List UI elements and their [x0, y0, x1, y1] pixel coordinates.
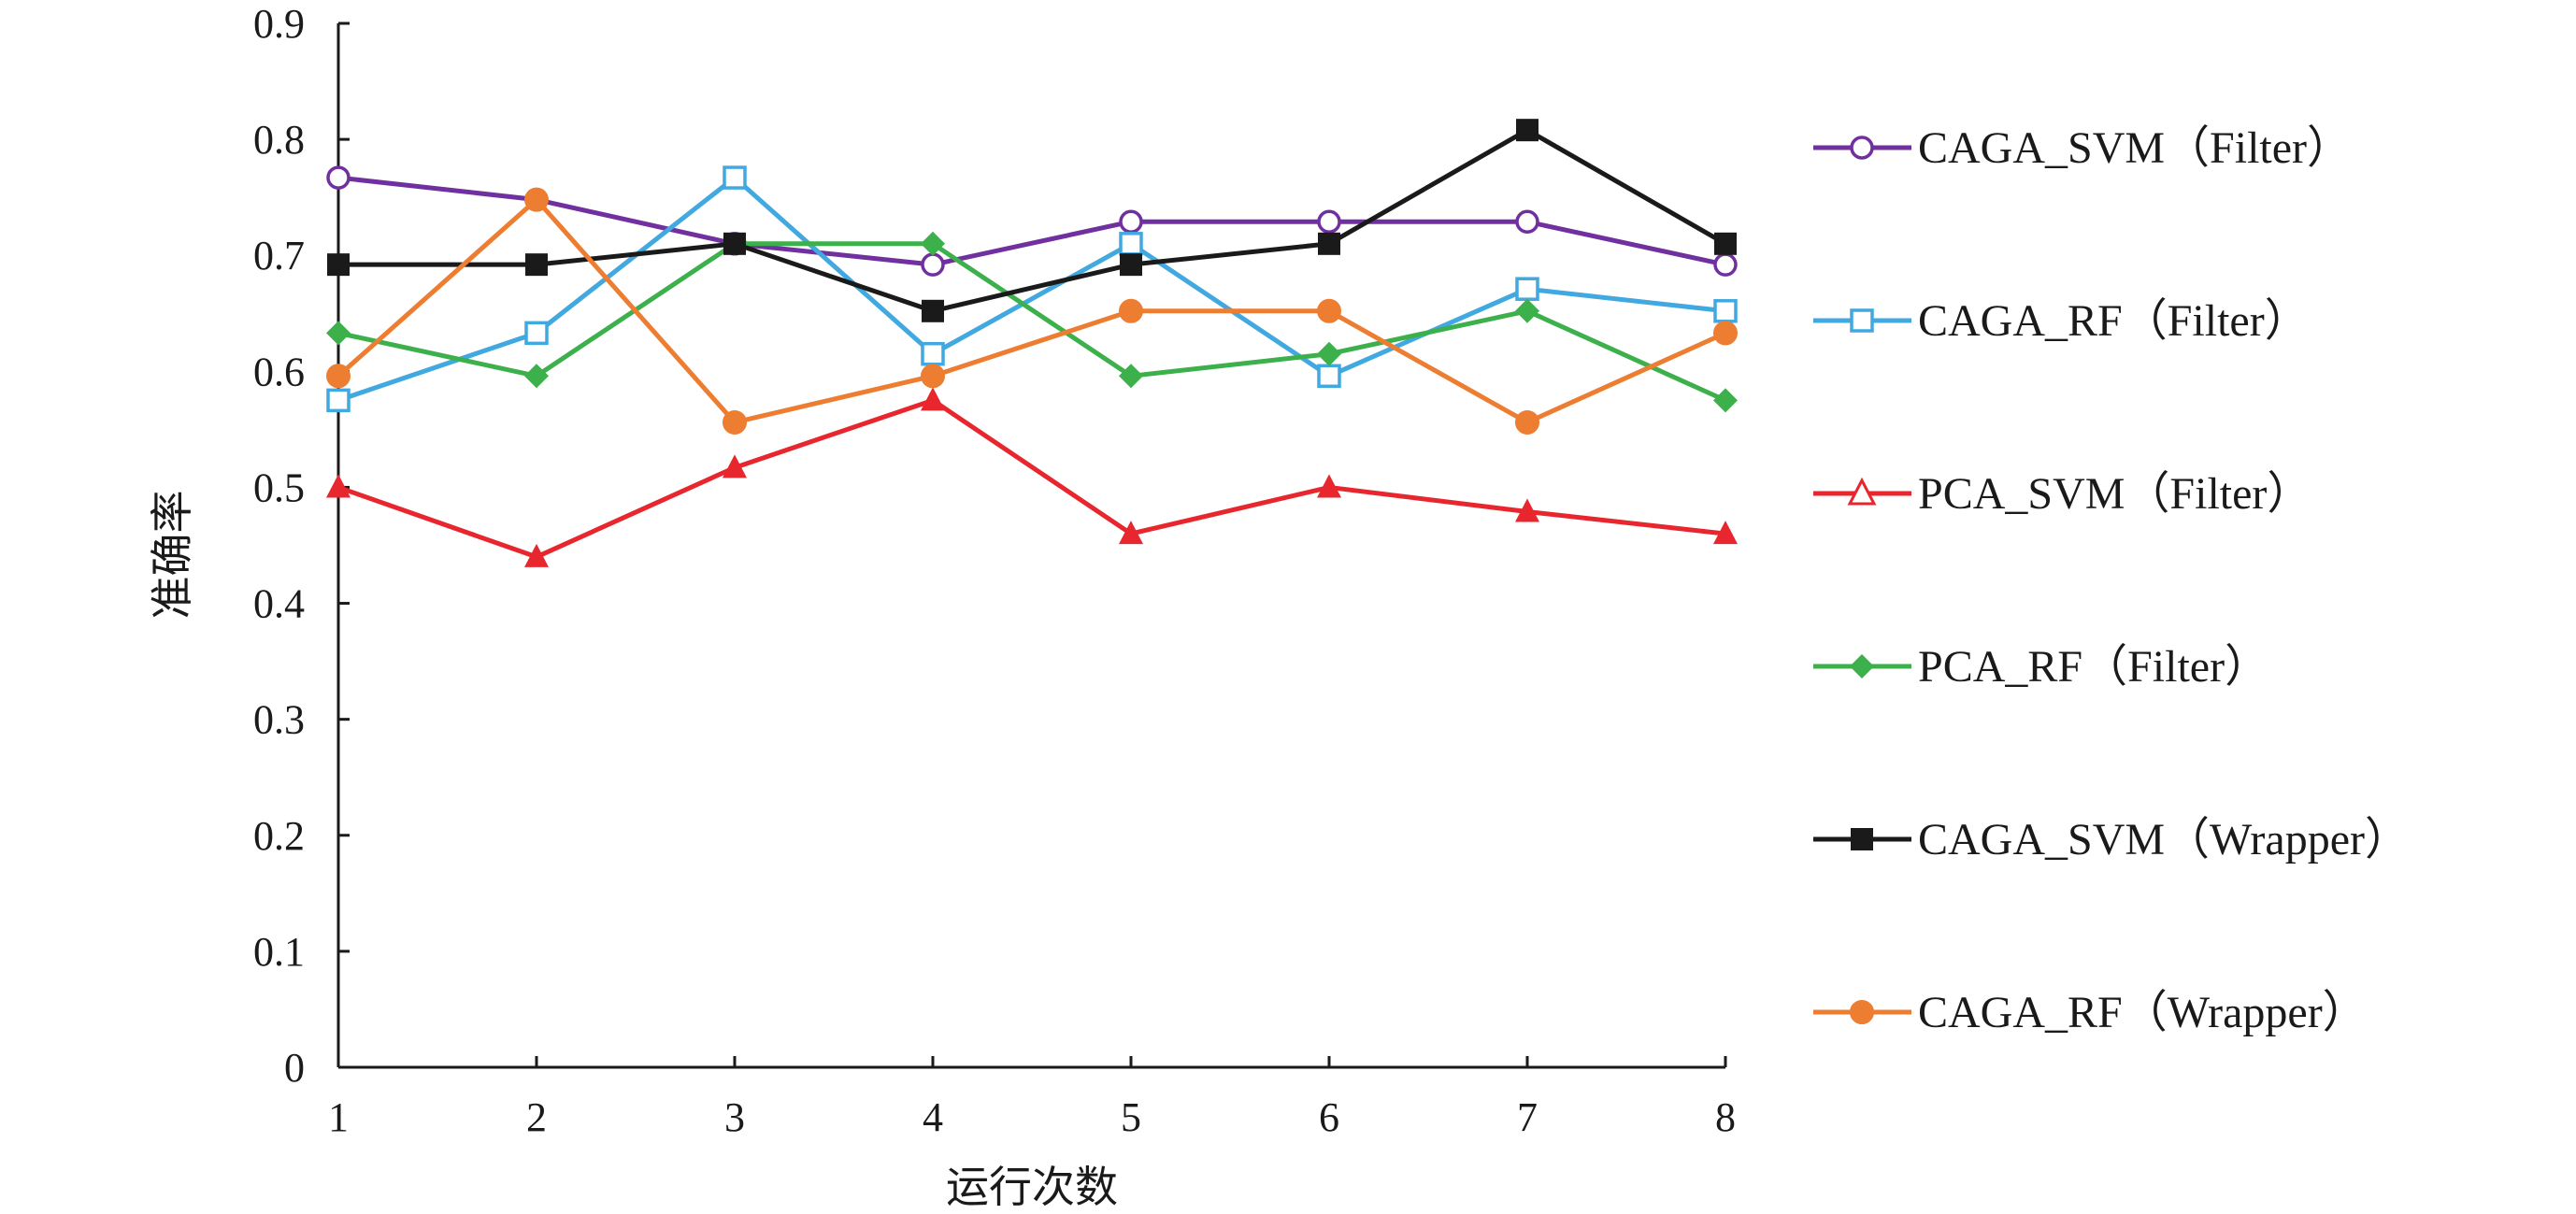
legend-marker: [1847, 477, 1877, 506]
series-line: [337, 175, 1726, 403]
data-point: [326, 364, 351, 389]
y-tick-label: 0.6: [253, 349, 305, 394]
legend-label: CAGA_SVM（Wrapper）: [1918, 815, 2410, 864]
data-point: [921, 341, 945, 366]
series-5: [327, 119, 1737, 322]
data-point: [1515, 209, 1539, 234]
data-point: [1317, 298, 1341, 323]
data-point: [1119, 209, 1143, 234]
data-point: [922, 299, 944, 322]
y-tick-label: 0.4: [253, 581, 305, 627]
data-point: [1515, 298, 1539, 323]
data-point: [723, 409, 747, 435]
data-point: [1713, 521, 1738, 545]
data-point: [723, 454, 747, 478]
data-point: [1120, 253, 1142, 277]
x-tick-label: 7: [1517, 1094, 1538, 1140]
data-point: [1515, 498, 1539, 522]
legend-entry: CAGA_SVM（Wrapper）: [1813, 815, 2410, 864]
series-line: [336, 197, 1727, 425]
series-line: [338, 127, 1727, 314]
series-line: [337, 241, 1727, 403]
data-point: [1713, 321, 1738, 346]
legend-label: CAGA_RF（Filter）: [1918, 296, 2310, 346]
legend-entry: CAGA_RF（Wrapper）: [1813, 988, 2368, 1037]
x-tick-labels: 1 2 3 4 5 6 7 8: [328, 1094, 1736, 1140]
legend-label: PCA_RF（Filter）: [1918, 642, 2269, 692]
y-tick-label: 0: [284, 1045, 305, 1091]
series-line: [337, 397, 1726, 560]
y-tick-label: 0.9: [253, 1, 305, 47]
data-point: [1713, 388, 1738, 413]
data-point: [921, 387, 945, 411]
data-point: [326, 165, 351, 190]
data-point: [524, 364, 549, 389]
data-point: [1516, 119, 1538, 142]
data-point: [1713, 299, 1738, 323]
legend-label: PCA_SVM（Filter）: [1918, 469, 2311, 519]
x-tick-label: 6: [1319, 1094, 1339, 1140]
data-point: [1318, 232, 1340, 255]
data-point: [723, 232, 746, 255]
data-point: [1317, 474, 1341, 498]
data-point: [1119, 298, 1143, 323]
data-point: [1515, 409, 1539, 435]
y-tick-label: 0.7: [253, 233, 305, 279]
x-tick-label: 5: [1121, 1094, 1141, 1140]
data-point: [525, 253, 548, 277]
data-point: [524, 543, 549, 567]
legend-entry: CAGA_SVM（Filter）: [1813, 123, 2352, 173]
data-point: [326, 321, 351, 346]
y-axis-label: 准确率: [149, 491, 196, 620]
data-point: [1119, 232, 1143, 256]
data-point: [524, 187, 549, 212]
series-3: [326, 387, 1738, 567]
y-tick-label: 0.1: [253, 929, 305, 975]
legend-label: CAGA_SVM（Filter）: [1918, 123, 2352, 173]
data-point: [1317, 209, 1341, 234]
x-tick-label: 8: [1715, 1094, 1736, 1140]
plot-area: [326, 119, 1738, 567]
y-tick-label: 0.8: [253, 117, 305, 163]
x-tick-label: 4: [923, 1094, 943, 1140]
data-point: [524, 321, 549, 346]
data-point: [1515, 277, 1539, 301]
data-point: [1714, 232, 1737, 255]
data-point: [921, 252, 945, 277]
x-tick-label: 3: [724, 1094, 745, 1140]
legend-marker: [1850, 654, 1874, 678]
legend-entry: CAGA_RF（Filter）: [1813, 296, 2310, 346]
data-point: [327, 253, 350, 277]
x-tick-label: 2: [526, 1094, 547, 1140]
x-tick-label: 1: [328, 1094, 349, 1140]
y-tick-label: 0.3: [253, 697, 305, 743]
data-point: [723, 165, 747, 190]
data-point: [1317, 341, 1341, 366]
data-point: [1119, 521, 1143, 545]
y-tick-label: 0.2: [253, 813, 305, 859]
legend-marker: [1850, 308, 1874, 333]
x-axis-label: 运行次数: [946, 1164, 1118, 1211]
legend-marker: [1850, 1000, 1874, 1024]
chart-axes: [336, 21, 1727, 1069]
data-point: [921, 364, 945, 389]
y-tick-labels: 0 0.1 0.2 0.3 0.4 0.5 0.6 0.7 0.8 0.9: [253, 1, 305, 1091]
series-6: [326, 187, 1738, 435]
data-point: [1317, 364, 1341, 389]
data-point: [1119, 364, 1143, 389]
legend: CAGA_SVM（Filter） CAGA_RF（Filter） PCA_SVM（F…: [1813, 123, 2410, 1037]
legend-entry: PCA_RF（Filter）: [1813, 642, 2269, 692]
data-point: [326, 474, 351, 498]
legend-entry: PCA_SVM（Filter）: [1813, 469, 2311, 519]
series-line: [337, 175, 1726, 267]
series-2: [326, 165, 1738, 413]
y-tick-label: 0.5: [253, 464, 305, 510]
legend-marker: [1851, 828, 1873, 850]
data-point: [921, 231, 945, 256]
data-point: [1713, 252, 1738, 277]
legend-marker: [1850, 136, 1874, 160]
data-point: [326, 388, 351, 413]
legend-label: CAGA_RF（Wrapper）: [1918, 988, 2368, 1037]
